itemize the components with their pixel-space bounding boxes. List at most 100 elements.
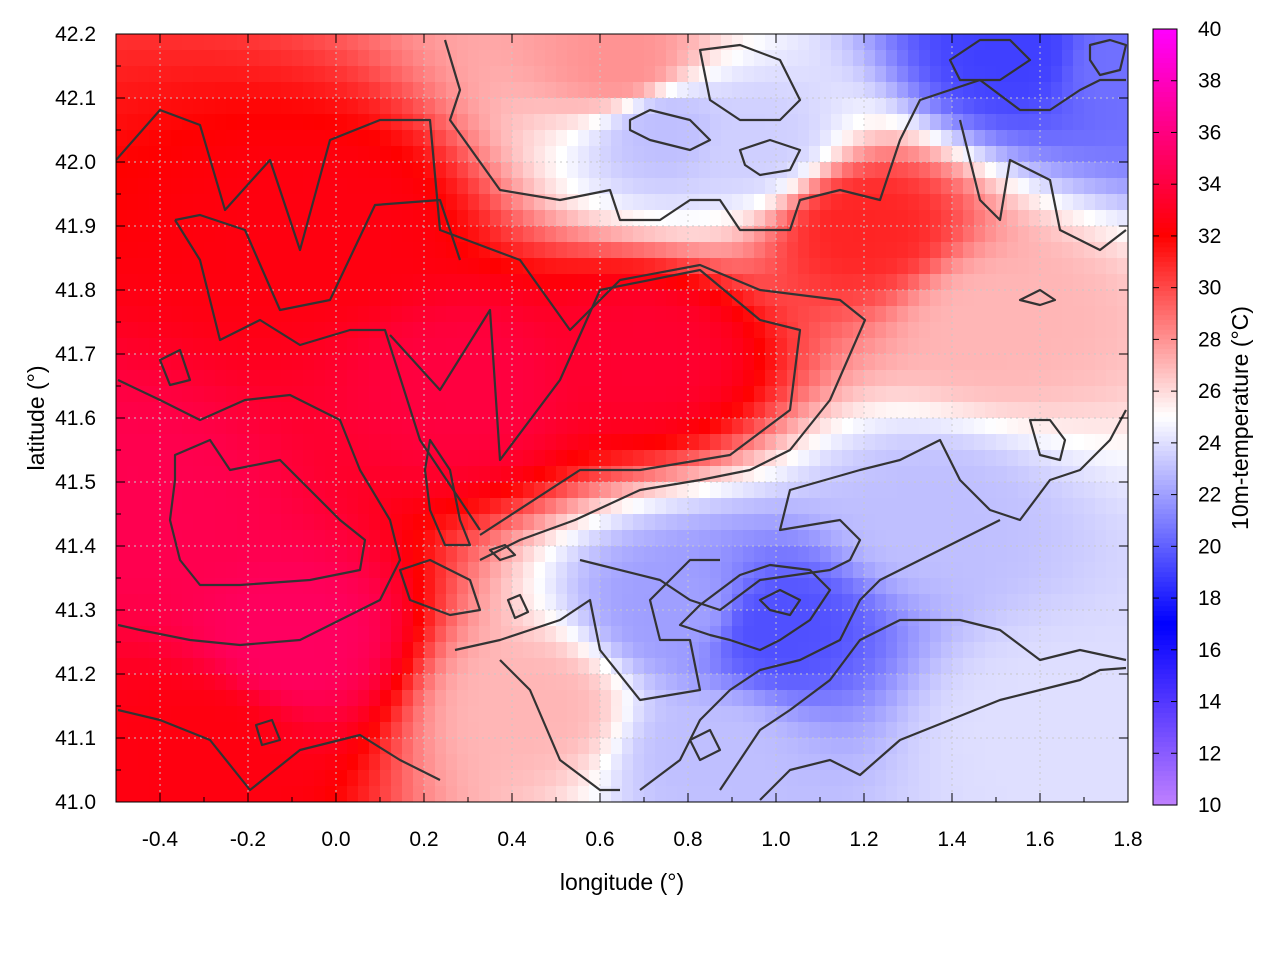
heatmap-cell	[655, 34, 667, 51]
heatmap-cell	[644, 722, 656, 739]
heatmap-cell	[732, 370, 744, 387]
heatmap-cell	[1095, 594, 1107, 611]
heatmap-cell	[127, 146, 139, 163]
heatmap-cell	[919, 466, 931, 483]
heatmap-cell	[688, 418, 700, 435]
heatmap-cell	[435, 450, 447, 467]
heatmap-cell	[655, 130, 667, 147]
heatmap-cell	[281, 482, 293, 499]
contour-line	[1088, 38, 1128, 77]
heatmap-cell	[204, 66, 216, 83]
heatmap-cell	[171, 322, 183, 339]
heatmap-cell	[974, 82, 986, 99]
heatmap-cell	[446, 402, 458, 419]
heatmap-cell	[930, 34, 942, 51]
heatmap-cell	[490, 706, 502, 723]
heatmap-cell	[215, 338, 227, 355]
heatmap-cell	[193, 450, 205, 467]
heatmap-cell	[1040, 386, 1052, 403]
heatmap-cell	[270, 50, 282, 67]
heatmap-cell	[886, 386, 898, 403]
heatmap-cell	[391, 418, 403, 435]
heatmap-cell	[820, 690, 832, 707]
heatmap-cell	[248, 82, 260, 99]
heatmap-cell	[1117, 770, 1128, 787]
heatmap-cell	[534, 66, 546, 83]
heatmap-cell	[1106, 610, 1118, 627]
heatmap-cell	[523, 738, 535, 755]
heatmap-cell	[534, 178, 546, 195]
heatmap-cell	[908, 194, 920, 211]
heatmap-cell	[1084, 610, 1096, 627]
heatmap-cell	[314, 770, 326, 787]
colorbar-segment	[1153, 606, 1177, 612]
heatmap-cell	[325, 754, 337, 771]
heatmap-cell	[600, 450, 612, 467]
heatmap-cell	[589, 674, 601, 691]
heatmap-cell	[314, 450, 326, 467]
heatmap-cell	[138, 482, 150, 499]
heatmap-cell	[611, 226, 623, 243]
heatmap-cell	[930, 290, 942, 307]
heatmap-cell	[666, 706, 678, 723]
heatmap-cell	[534, 514, 546, 531]
heatmap-cell	[809, 514, 821, 531]
heatmap-cell	[633, 354, 645, 371]
heatmap-cell	[985, 274, 997, 291]
heatmap-cell	[347, 290, 359, 307]
heatmap-cell	[1040, 770, 1052, 787]
heatmap-cell	[1106, 98, 1118, 115]
heatmap-cell	[259, 722, 271, 739]
heatmap-cell	[380, 50, 392, 67]
heatmap-cell	[743, 626, 755, 643]
heatmap-cell	[512, 98, 524, 115]
heatmap-cell	[864, 642, 876, 659]
heatmap-cell	[589, 706, 601, 723]
heatmap-cell	[556, 194, 568, 211]
heatmap-cell	[831, 738, 843, 755]
heatmap-cell	[479, 786, 491, 802]
heatmap-cell	[325, 50, 337, 67]
heatmap-cell	[446, 50, 458, 67]
heatmap-cell	[1062, 754, 1074, 771]
colorbar-segment	[1153, 586, 1177, 593]
colorbar-segment	[1153, 465, 1177, 471]
heatmap-cell	[215, 50, 227, 67]
heatmap-cell	[160, 290, 172, 307]
heatmap-cell	[809, 290, 821, 307]
heatmap-cell	[391, 114, 403, 131]
heatmap-cell	[369, 66, 381, 83]
heatmap-cell	[545, 210, 557, 227]
heatmap-cell	[424, 722, 436, 739]
heatmap-cell	[974, 210, 986, 227]
heatmap-cell	[325, 274, 337, 291]
heatmap-cell	[457, 434, 469, 451]
heatmap-cell	[468, 386, 480, 403]
heatmap-cell	[886, 786, 898, 802]
heatmap-cell	[248, 322, 260, 339]
heatmap-cell	[787, 418, 799, 435]
heatmap-cell	[644, 546, 656, 563]
heatmap-cell	[138, 82, 150, 99]
heatmap-cell	[699, 82, 711, 99]
heatmap-cell	[798, 322, 810, 339]
heatmap-cell	[996, 370, 1008, 387]
heatmap-cell	[237, 386, 249, 403]
heatmap-cell	[127, 754, 139, 771]
colorbar-segment	[1153, 538, 1177, 544]
heatmap-cell	[1051, 306, 1063, 323]
heatmap-cell	[160, 658, 172, 675]
heatmap-cell	[424, 162, 436, 179]
heatmap-cell	[1051, 594, 1063, 611]
heatmap-cell	[600, 34, 612, 51]
heatmap-cell	[941, 738, 953, 755]
heatmap-cell	[886, 498, 898, 515]
heatmap-cell	[1029, 754, 1041, 771]
heatmap-cell	[292, 754, 304, 771]
heatmap-cell	[413, 610, 425, 627]
heatmap-cell	[1040, 82, 1052, 99]
heatmap-cell	[380, 642, 392, 659]
heatmap-cell	[358, 450, 370, 467]
heatmap-cell	[941, 466, 953, 483]
heatmap-cell	[435, 66, 447, 83]
